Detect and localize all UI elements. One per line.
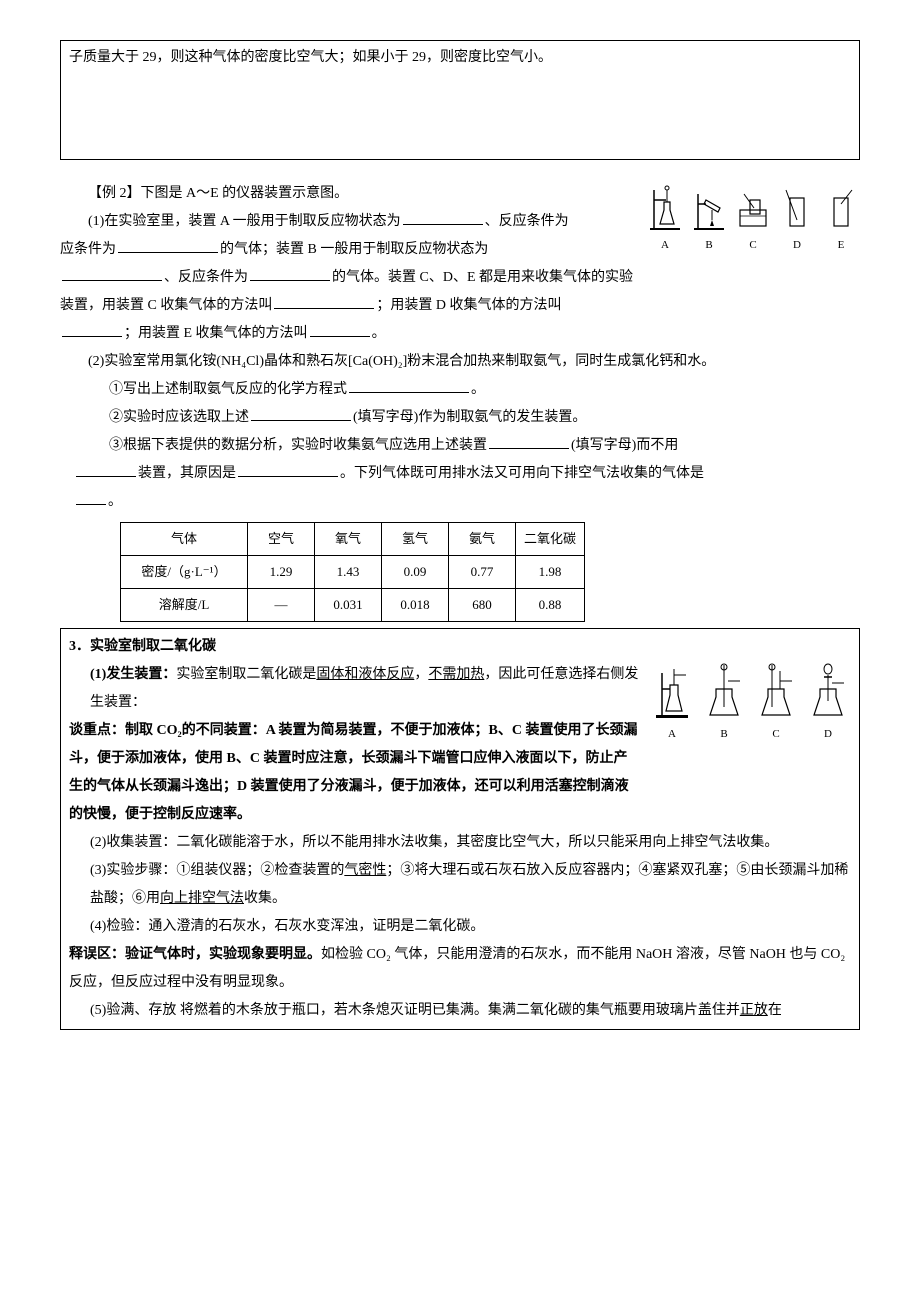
blank: [62, 266, 162, 281]
funnel-flask2-icon: [756, 661, 796, 721]
water-collect-icon: [736, 180, 770, 232]
s2: (2)收集装置：二氧化碳能溶于水，所以不能用排水法收集，其密度比空气大，所以只能…: [69, 829, 851, 857]
simple-generator-icon: [652, 661, 692, 721]
top-note-box: 子质量大于 29，则这种气体的密度比空气大；如果小于 29，则密度比空气小。: [60, 40, 860, 160]
apparatus-figures-AE: A B C: [646, 180, 860, 256]
ex2-sub3: ③根据下表提供的数据分析，实验时收集氨气应选用上述装置(填写字母)而不用: [60, 432, 860, 460]
fig2-C: C: [753, 661, 799, 745]
co2-section-box: 3．实验室制取二氧化碳 (1)发生装置：实验室制取二氧化碳是固体和液体反应，不需…: [60, 628, 860, 1030]
blank: [403, 210, 483, 225]
downward-air-icon: [824, 180, 858, 232]
blank: [76, 462, 136, 477]
blank: [238, 462, 338, 477]
ex2-sub3c: 。: [60, 488, 860, 516]
blank: [250, 266, 330, 281]
table-row: 密度/（g·L⁻¹） 1.29 1.43 0.09 0.77 1.98: [121, 556, 585, 589]
ex2-q1-line3: 、反应条件为的气体。装置 C、D、E 都是用来收集气体的实验装置，用装置 C 收…: [60, 264, 638, 320]
ex2-q1-line2: 应条件为的气体；装置 B 一般用于制取反应物状态为: [60, 236, 638, 264]
gas-data-table: 气体 空气 氧气 氢气 氨气 二氧化碳 密度/（g·L⁻¹） 1.29 1.43…: [120, 522, 585, 622]
fig2-A: A: [649, 661, 695, 745]
separating-funnel-icon: [808, 661, 848, 721]
table-header-row: 气体 空气 氧气 氢气 氨气 二氧化碳: [121, 523, 585, 556]
ex2-q2: (2)实验室常用氯化铵(NH₄Cl)晶体和熟石灰[Ca(OH)₂]粉末混合加热来…: [60, 348, 860, 376]
fig-A: A: [646, 180, 684, 256]
fig-C: C: [734, 180, 772, 256]
fig2-B: B: [701, 661, 747, 745]
fig-D: D: [778, 180, 816, 256]
fig2-D: D: [805, 661, 851, 745]
apparatus-figures-AD: A B C: [649, 661, 851, 745]
s4: (4)检验：通入澄清的石灰水，石灰水变浑浊，证明是二氧化碳。: [69, 913, 851, 941]
fig-B: B: [690, 180, 728, 256]
blank: [62, 322, 122, 337]
top-note-text: 子质量大于 29，则这种气体的密度比空气大；如果小于 29，则密度比空气小。: [69, 45, 851, 70]
ex2-q1-line1: (1)在实验室里，装置 A 一般用于制取反应物状态为、反应条件为: [60, 208, 638, 236]
blank: [118, 238, 218, 253]
flask-heated-icon: [648, 180, 682, 232]
tube-heated-icon: [692, 180, 726, 232]
err-note: 释误区：验证气体时，实验现象要明显。如检验 CO₂ 气体，只能用澄清的石灰水，而…: [69, 941, 851, 997]
ex2-sub1: ①写出上述制取氨气反应的化学方程式。: [60, 376, 860, 404]
s3: (3)实验步骤：①组装仪器；②检查装置的气密性；③将大理石或石灰石放入反应容器内…: [69, 857, 851, 913]
blank: [489, 434, 569, 449]
blank: [76, 490, 106, 505]
example2-title: 【例 2】下图是 A～E 的仪器装置示意图。: [60, 180, 638, 208]
blank: [349, 378, 469, 393]
table-row: 溶解度/L — 0.031 0.018 680 0.88: [121, 589, 585, 622]
funnel-flask-icon: [704, 661, 744, 721]
blank: [310, 322, 370, 337]
upward-air-icon: [780, 180, 814, 232]
s5: (5)验满、存放 将燃着的木条放于瓶口，若木条熄灭证明已集满。集满二氧化碳的集气…: [69, 997, 851, 1025]
ex2-sub3b: 装置，其原因是。下列气体既可用排水法又可用向下排空气法收集的气体是: [60, 460, 860, 488]
example2-block: 【例 2】下图是 A～E 的仪器装置示意图。 (1)在实验室里，装置 A 一般用…: [60, 180, 860, 516]
s1: (1)发生装置：实验室制取二氧化碳是固体和液体反应，不需加热，因此可任意选择右侧…: [69, 661, 641, 717]
blank: [274, 294, 374, 309]
ex2-q1-line4: ；用装置 E 收集气体的方法叫。: [60, 320, 860, 348]
fig-E: E: [822, 180, 860, 256]
keypoint: 谈重点：制取 CO₂的不同装置：A 装置为简易装置，不便于加液体；B、C 装置使…: [69, 717, 641, 829]
ex2-sub2: ②实验时应该选取上述(填写字母)作为制取氨气的发生装置。: [60, 404, 860, 432]
blank: [251, 406, 351, 421]
section-heading: 3．实验室制取二氧化碳: [69, 633, 851, 661]
